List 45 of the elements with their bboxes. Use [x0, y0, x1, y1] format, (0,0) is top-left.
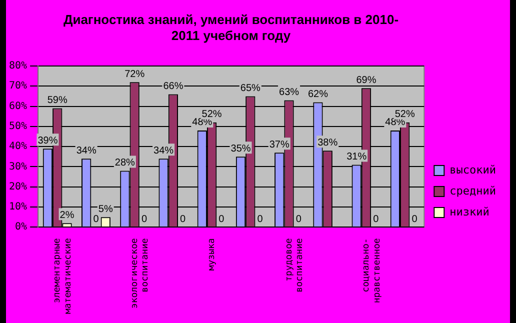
data-label: 5%	[98, 204, 113, 215]
data-label: 31%	[346, 151, 367, 162]
x-tick-label: трудовое воспитание	[284, 238, 306, 292]
data-label: 65%	[240, 82, 261, 94]
y-tick-label: 50%	[9, 121, 28, 132]
data-label: 28%	[114, 157, 136, 168]
data-label: 38%	[318, 137, 338, 148]
y-tick-label: 70%	[9, 80, 28, 92]
data-label: 37%	[269, 139, 290, 150]
data-label: 35%	[230, 143, 251, 154]
data-label: 52%	[202, 109, 222, 120]
x-tick-label: музыка	[207, 238, 218, 271]
data-label: 0	[257, 214, 264, 225]
data-label: 0	[141, 214, 148, 225]
y-tick-label: 0%	[15, 222, 28, 233]
data-label: 0	[296, 214, 302, 225]
data-label: 34%	[76, 145, 96, 156]
x-tick-label: элементарные математические	[52, 238, 74, 314]
y-tick-label: 10%	[9, 202, 28, 213]
data-label: 69%	[356, 74, 376, 86]
y-tick-label: 30%	[9, 161, 28, 172]
data-label: 59%	[47, 95, 68, 106]
legend-label: низкий	[450, 205, 490, 218]
data-label: 52%	[394, 109, 415, 120]
data-label: 72%	[124, 68, 145, 80]
legend-label: средний	[450, 184, 496, 198]
legend-label: высокий	[450, 163, 496, 176]
x-tick-label: экологическое воспитание	[130, 238, 151, 309]
data-label: 63%	[279, 86, 300, 98]
y-tick-label: 20%	[9, 181, 28, 192]
data-label: 0	[373, 214, 380, 225]
data-label: 0	[412, 214, 418, 225]
y-tick-label: 80%	[9, 60, 28, 72]
y-tick-label: 40%	[9, 141, 28, 152]
data-label: 39%	[38, 135, 58, 146]
chart-title: Диагностика знаний, умений воспитанников в 2010-2011 учебном году	[62, 12, 400, 44]
data-label: 62%	[308, 89, 328, 100]
data-label: 66%	[163, 80, 184, 92]
x-tick-label: социально-нравственное	[362, 238, 382, 304]
data-label: 0	[218, 214, 225, 225]
data-label: 2%	[60, 210, 74, 221]
data-label: 0	[93, 214, 100, 225]
y-tick-label: 60%	[9, 100, 28, 112]
data-label: 34%	[154, 145, 174, 156]
data-label: 0	[180, 214, 186, 225]
